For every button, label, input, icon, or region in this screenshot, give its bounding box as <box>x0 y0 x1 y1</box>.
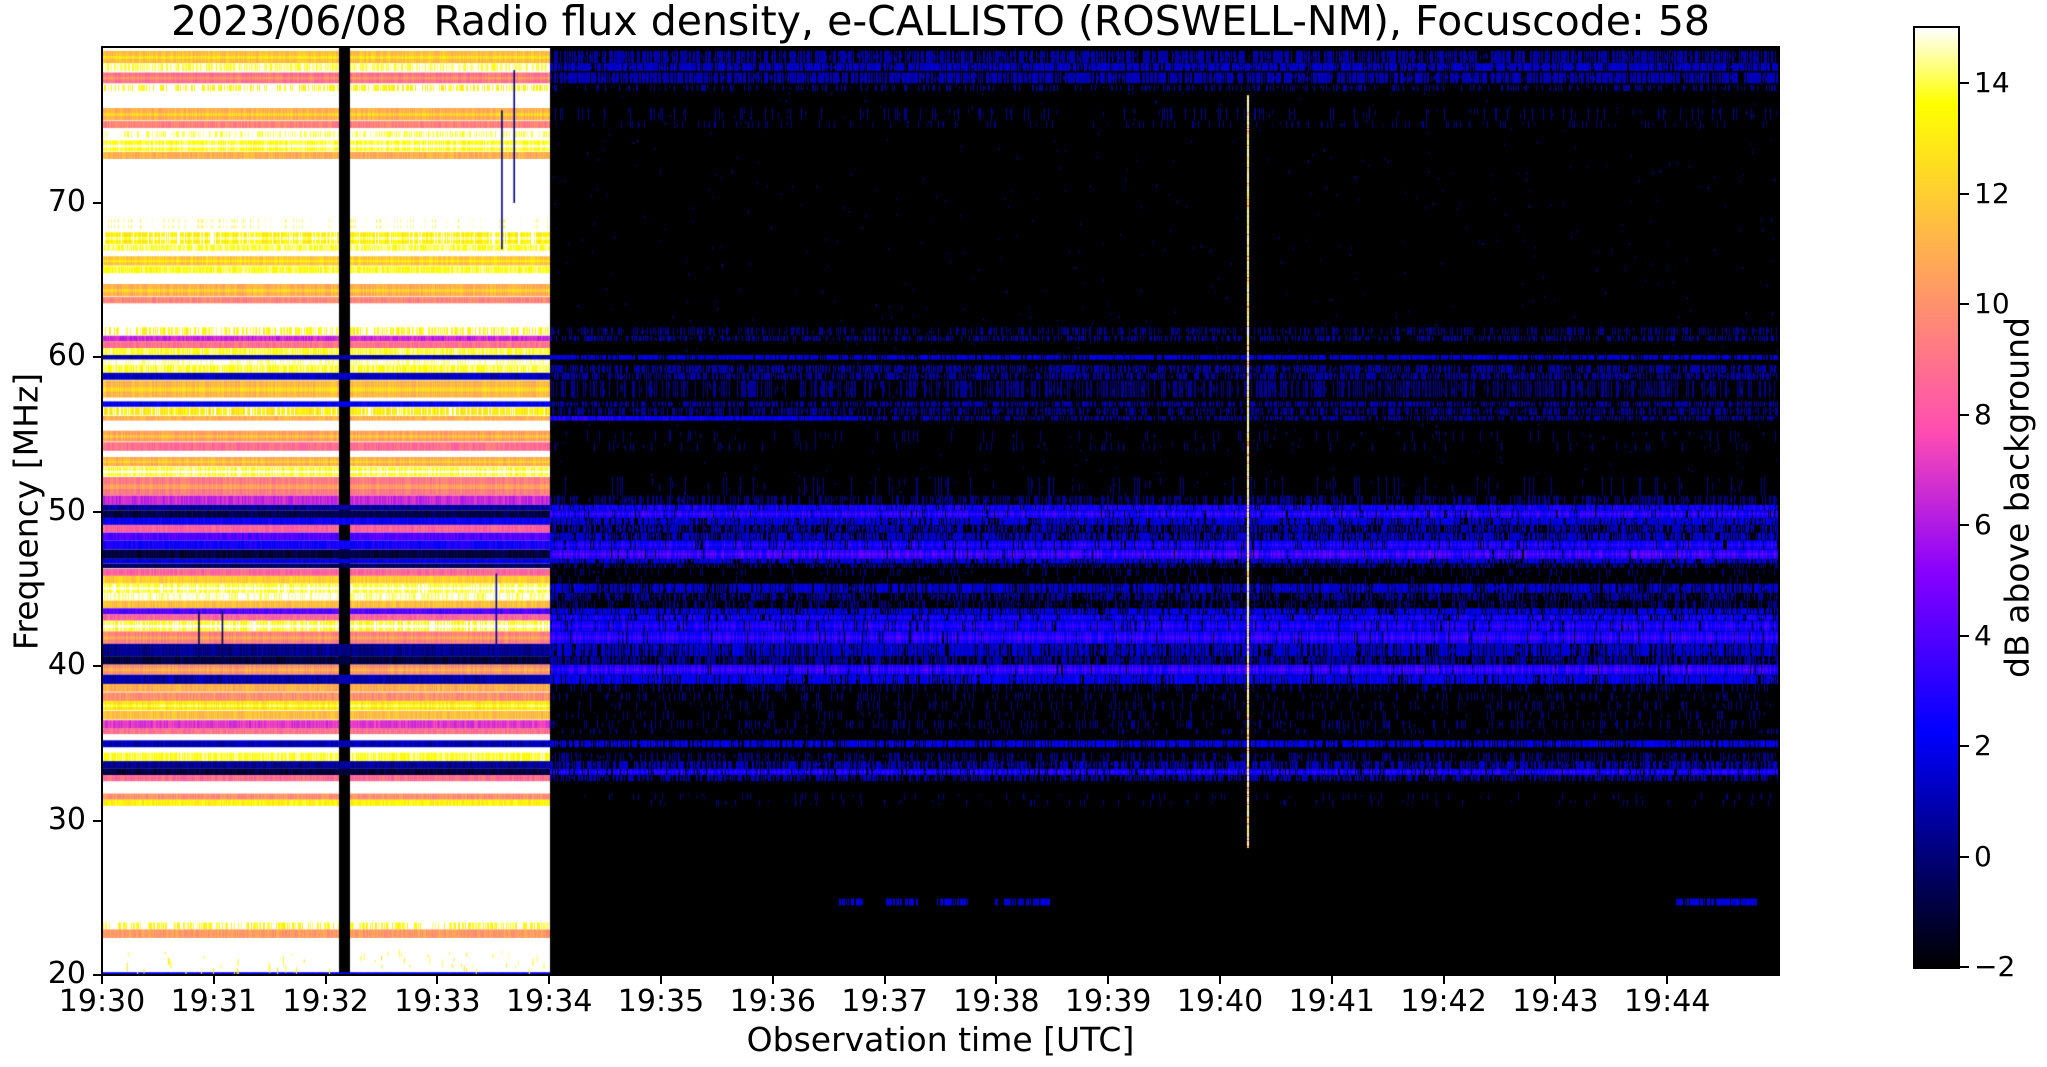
colorbar-tick-label: 12 <box>1974 176 2010 210</box>
x-tick-label: 19:44 <box>1623 984 1711 1019</box>
x-tick <box>883 975 886 984</box>
y-tick <box>93 201 102 204</box>
x-tick <box>1330 975 1333 984</box>
x-tick-label: 19:34 <box>505 984 593 1019</box>
colorbar-tick <box>1960 413 1969 416</box>
x-axis-label: Observation time [UTC] <box>746 1020 1135 1059</box>
colorbar-tick <box>1960 855 1969 858</box>
x-tick-label: 19:32 <box>282 984 369 1019</box>
colorbar-tick <box>1960 966 1969 968</box>
x-tick-label: 19:43 <box>1512 984 1599 1019</box>
y-tick-label: 50 <box>47 492 86 528</box>
spectrogram-canvas <box>102 47 1779 975</box>
y-tick <box>93 974 102 976</box>
x-tick-label: 19:36 <box>729 984 817 1019</box>
x-tick-label: 19:38 <box>953 984 1040 1019</box>
x-tick-label: 19:31 <box>170 984 258 1019</box>
colorbar-tick-label: 10 <box>1974 287 2010 321</box>
colorbar-tick <box>1960 82 1969 85</box>
x-tick <box>436 975 439 984</box>
colorbar-canvas <box>1915 28 1958 967</box>
x-tick-label: 19:35 <box>617 984 705 1019</box>
y-tick <box>93 819 102 822</box>
colorbar-tick <box>1960 745 1969 748</box>
colorbar-tick-label: 4 <box>1974 618 1992 652</box>
x-tick <box>1219 975 1221 984</box>
y-tick-label: 40 <box>47 647 86 683</box>
x-tick-label: 19:40 <box>1176 984 1264 1019</box>
y-tick <box>93 510 102 513</box>
colorbar-tick <box>1960 634 1969 637</box>
x-tick <box>1107 975 1110 984</box>
colorbar-tick-label: −2 <box>1974 950 2016 983</box>
colorbar-tick-label: 0 <box>1974 839 1992 873</box>
y-axis-label: Frequency [MHz] <box>6 372 46 651</box>
x-tick-label: 19:39 <box>1064 984 1152 1019</box>
x-tick-label: 19:42 <box>1400 984 1487 1019</box>
y-tick-label: 60 <box>47 338 86 374</box>
y-tick-label: 70 <box>47 183 86 219</box>
x-tick-label: 19:33 <box>394 984 481 1019</box>
x-tick <box>660 975 662 984</box>
y-tick <box>93 356 102 359</box>
x-tick-label: 19:37 <box>841 984 928 1019</box>
colorbar-tick-label: 6 <box>1974 508 1992 542</box>
x-tick <box>1666 975 1669 984</box>
plot-title: 2023/06/08 Radio flux density, e-CALLIST… <box>170 0 1711 45</box>
x-tick <box>995 975 998 984</box>
y-tick-label: 20 <box>47 956 86 991</box>
y-tick-label: 30 <box>47 801 86 837</box>
colorbar-tick-label: 2 <box>1974 729 1992 763</box>
colorbar-tick <box>1960 192 1969 195</box>
colorbar-tick-label: 8 <box>1974 397 1992 431</box>
colorbar-label: dB above background <box>1997 317 2037 678</box>
x-tick-label: 19:41 <box>1288 984 1376 1019</box>
x-tick <box>771 975 774 984</box>
y-tick <box>93 665 102 668</box>
colorbar-tick-label: 14 <box>1974 66 2010 100</box>
colorbar-tick <box>1960 524 1969 527</box>
x-tick <box>1442 975 1445 984</box>
x-tick <box>212 975 215 984</box>
x-tick-label: 19:30 <box>58 984 146 1019</box>
x-tick <box>1554 975 1557 984</box>
x-tick <box>548 975 551 984</box>
colorbar-tick <box>1960 303 1969 306</box>
x-tick <box>101 975 103 984</box>
x-tick <box>324 975 327 984</box>
